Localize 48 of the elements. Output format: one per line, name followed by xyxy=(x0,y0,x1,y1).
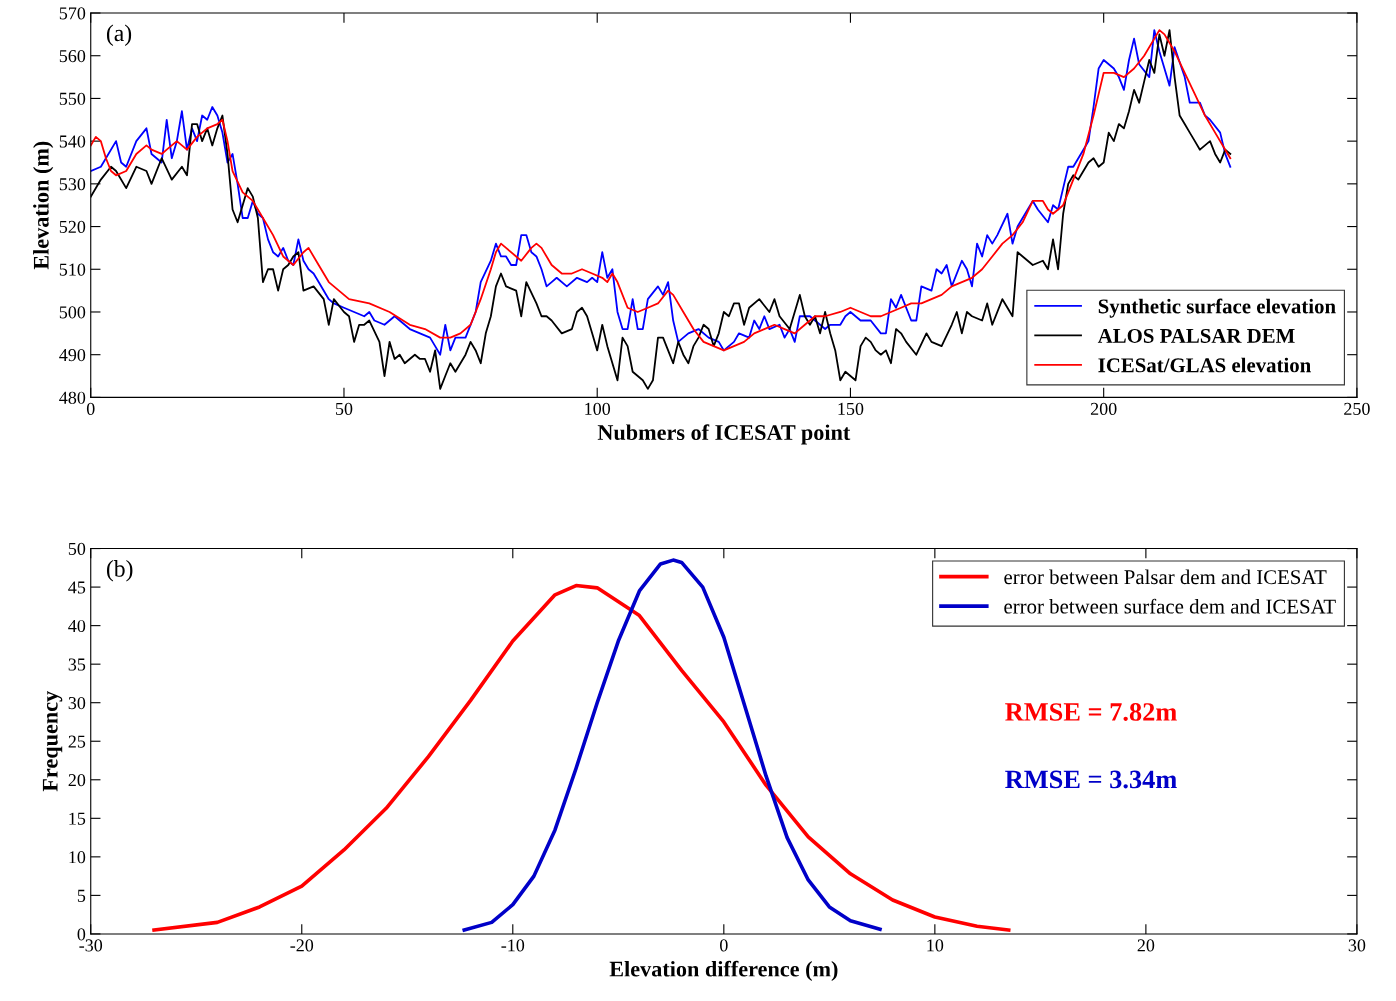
y-tick-label: 35 xyxy=(68,658,86,671)
x-tick-label: 20 xyxy=(1137,939,1155,952)
x-tick-label: -30 xyxy=(79,939,103,952)
x-tick-label: 100 xyxy=(585,402,611,415)
y-tick-label: 45 xyxy=(68,581,86,594)
y-tick-label: 10 xyxy=(69,851,86,864)
y-tick-label: 560 xyxy=(59,49,86,63)
legend-label: Synthetic surface elevation xyxy=(1098,298,1336,318)
legend-label: error between surface dem and ICESAT xyxy=(1004,598,1336,614)
x-tick-label: -10 xyxy=(501,939,525,952)
x-axis-title: Elevation difference (m) xyxy=(609,960,838,982)
x-tick-label: 0 xyxy=(720,939,728,952)
x-tick-label: 30 xyxy=(1348,939,1366,952)
y-tick-label: 30 xyxy=(68,696,86,710)
y-tick-label: 500 xyxy=(59,306,86,319)
legend-label: error between Palsar dem and ICESAT xyxy=(1004,569,1327,585)
x-tick-label: 0 xyxy=(86,402,95,415)
x-tick-label: 50 xyxy=(336,402,353,415)
x-axis-title: Nubmers of ICESAT point xyxy=(597,424,851,445)
annotation: RMSE = 3.34m xyxy=(1005,770,1177,789)
y-tick-label: 40 xyxy=(68,619,86,633)
y-tick-label: 490 xyxy=(59,348,86,362)
y-tick-label: 480 xyxy=(59,391,86,404)
y-tick-label: 530 xyxy=(59,178,86,191)
y-axis-title: Elevation (m) xyxy=(33,141,54,270)
x-tick-label: 250 xyxy=(1344,402,1370,415)
legend-label: ALOS PALSAR DEM xyxy=(1097,328,1295,343)
y-tick-label: 510 xyxy=(59,263,86,276)
y-tick-label: 550 xyxy=(59,92,86,105)
annotation: RMSE = 7.82m xyxy=(1005,703,1177,721)
line-series xyxy=(462,558,882,932)
x-tick-label: 200 xyxy=(1090,402,1117,415)
y-tick-label: 5 xyxy=(77,889,86,902)
y-axis-title: Frequency xyxy=(42,691,63,792)
annotation: (a) xyxy=(106,24,132,46)
y-tick-label: 50 xyxy=(68,542,86,555)
x-tick-label: -20 xyxy=(290,939,314,952)
y-tick-label: 570 xyxy=(59,7,86,20)
y-tick-label: 540 xyxy=(59,135,86,148)
annotation: (b) xyxy=(106,560,133,582)
y-tick-label: 15 xyxy=(69,812,86,825)
y-tick-label: 0 xyxy=(77,928,86,941)
legend-label: ICESat/GLAS elevation xyxy=(1098,357,1311,373)
y-tick-label: 20 xyxy=(68,774,86,787)
x-tick-label: 150 xyxy=(838,402,864,415)
y-tick-label: 25 xyxy=(68,735,86,748)
y-tick-label: 520 xyxy=(59,220,86,233)
x-tick-label: 10 xyxy=(927,939,944,952)
